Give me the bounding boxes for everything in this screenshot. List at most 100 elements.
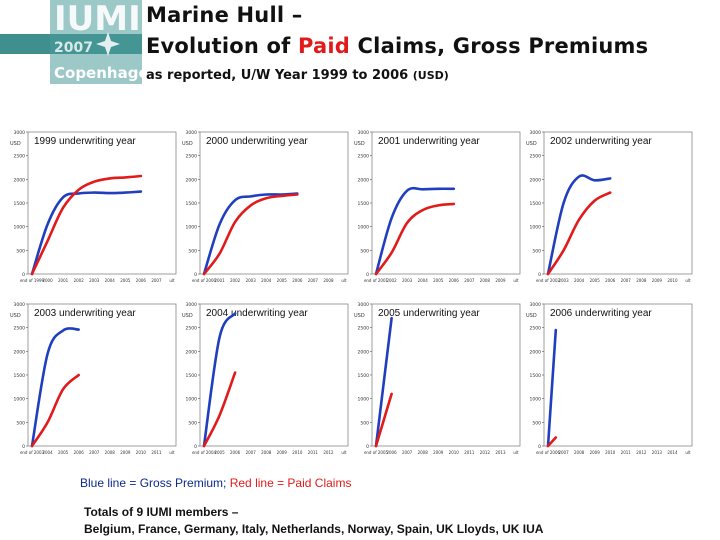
chart-panel-2005: 0 500 1000 1500 2000 2500 3000 USD end of 2005 20… bbox=[352, 298, 524, 458]
x-tick-label: end of 2001 bbox=[364, 278, 389, 283]
y-tick-label: 3000 bbox=[530, 302, 542, 308]
legend-blue: Blue line = Gross Premium; bbox=[80, 476, 230, 490]
y-tick-label: 500 bbox=[16, 248, 25, 254]
x-tick-label: 2007 bbox=[308, 278, 319, 283]
footer-line2: Belgium, France, Germany, Italy, Netherl… bbox=[84, 522, 544, 536]
x-tick-label: 2010 bbox=[605, 450, 616, 455]
y-tick-label: 2000 bbox=[358, 349, 370, 355]
y-tick-label: 1000 bbox=[530, 397, 542, 403]
y-tick-label: 1000 bbox=[530, 225, 542, 231]
x-tick-label: 2008 bbox=[105, 450, 116, 455]
x-tick-label: ult bbox=[169, 278, 175, 283]
x-tick-label: 2004 bbox=[42, 450, 53, 455]
y-tick-label: 2500 bbox=[530, 154, 542, 160]
compass-star-icon bbox=[96, 32, 120, 56]
x-tick-label: ult bbox=[513, 278, 519, 283]
y-tick-label: 1000 bbox=[186, 225, 198, 231]
x-tick-label: 2007 bbox=[402, 450, 413, 455]
chart-panel-2000: 0 500 1000 1500 2000 2500 3000 USD end of 2000 20… bbox=[180, 126, 352, 286]
gross-premium-line bbox=[30, 190, 143, 276]
y-tick-label: 3000 bbox=[186, 302, 198, 308]
iumi-logo-graphic: IUMI 2007 Copenhagen bbox=[0, 0, 720, 84]
paid-claims-line bbox=[546, 436, 558, 448]
y-tick-label: 1000 bbox=[358, 225, 370, 231]
x-tick-label: 2004 bbox=[418, 278, 429, 283]
chart-title: 2000 underwriting year bbox=[206, 136, 308, 147]
gross-premium-line bbox=[202, 312, 237, 448]
y-tick-label: 2000 bbox=[530, 349, 542, 355]
plot-frame bbox=[371, 303, 521, 447]
y-tick-label: 2000 bbox=[186, 349, 198, 355]
paid-claims-line bbox=[374, 202, 456, 276]
x-tick-label: 2008 bbox=[574, 450, 585, 455]
y-tick-label: 500 bbox=[16, 420, 25, 426]
y-tick-label: 2500 bbox=[14, 154, 26, 160]
iumi-logo: IUMI 2007 Copenhagen bbox=[0, 0, 720, 84]
x-tick-label: 2004 bbox=[574, 278, 585, 283]
x-tick-label: 2003 bbox=[89, 278, 100, 283]
y-tick-label: 3000 bbox=[358, 302, 370, 308]
x-tick-label: 2008 bbox=[323, 278, 334, 283]
x-tick-label: 2009 bbox=[590, 450, 601, 455]
page-subtitle: as reported, U/W Year 1999 to 2006 (USD) bbox=[146, 68, 449, 83]
x-tick-label: 2004 bbox=[105, 278, 116, 283]
y-tick-label: 3000 bbox=[530, 130, 542, 136]
x-tick-label: 2007 bbox=[151, 278, 162, 283]
chart-panel-2002: 0 500 1000 1500 2000 2500 3000 USD end of 2002 20… bbox=[524, 126, 696, 286]
x-tick-label: 2007 bbox=[89, 450, 100, 455]
x-tick-label: 2008 bbox=[418, 450, 429, 455]
y-tick-label: 1000 bbox=[14, 397, 26, 403]
x-tick-label: ult bbox=[513, 450, 519, 455]
x-tick-label: 2003 bbox=[558, 278, 569, 283]
title-paid: Paid bbox=[298, 34, 351, 58]
y-tick-label: 0 bbox=[538, 444, 541, 450]
x-tick-label: 2010 bbox=[667, 278, 678, 283]
y-tick-label: 0 bbox=[538, 272, 541, 278]
x-tick-label: end of 2004 bbox=[192, 450, 217, 455]
chart-title: 2003 underwriting year bbox=[34, 308, 136, 319]
x-tick-label: 2012 bbox=[480, 450, 491, 455]
x-tick-label: end of 2006 bbox=[536, 450, 561, 455]
paid-claims-line bbox=[202, 193, 299, 276]
chart-title: 2006 underwriting year bbox=[550, 308, 652, 319]
y-tick-label: 500 bbox=[532, 248, 541, 254]
x-tick-label: 2009 bbox=[277, 450, 288, 455]
x-tick-label: 2010 bbox=[449, 450, 460, 455]
x-tick-label: 2008 bbox=[480, 278, 491, 283]
x-tick-label: 2006 bbox=[74, 450, 85, 455]
y-tick-label: 0 bbox=[22, 444, 25, 450]
x-tick-label: 2012 bbox=[323, 450, 334, 455]
y-tick-label: 500 bbox=[532, 420, 541, 426]
y-tick-label: 2000 bbox=[186, 177, 198, 183]
title-post: Claims, Gross Premiums bbox=[350, 34, 649, 58]
logo-iumi-text: IUMI bbox=[54, 0, 141, 39]
x-tick-label: 2013 bbox=[652, 450, 663, 455]
footer-line1: Totals of 9 IUMI members – bbox=[84, 505, 239, 519]
chart-panel-1999: 0 500 1000 1500 2000 2500 3000 USD end of 1999 20… bbox=[8, 126, 180, 286]
logo-year-text: 2007 bbox=[54, 40, 93, 56]
y-tick-label: 2500 bbox=[186, 326, 198, 332]
x-tick-label: 2011 bbox=[151, 450, 162, 455]
logo-block bbox=[50, 0, 142, 84]
x-tick-label: end of 1999 bbox=[20, 278, 45, 283]
chart-title: 2001 underwriting year bbox=[378, 136, 480, 147]
y-tick-label: 500 bbox=[188, 248, 197, 254]
y-tick-label: 0 bbox=[194, 444, 197, 450]
x-tick-label: 2005 bbox=[120, 278, 131, 283]
y-axis-unit: USD bbox=[526, 313, 537, 319]
y-axis-unit: USD bbox=[10, 313, 21, 319]
x-tick-label: 2007 bbox=[464, 278, 475, 283]
y-axis-unit: USD bbox=[10, 141, 21, 147]
chart-title: 1999 underwriting year bbox=[34, 136, 136, 147]
x-tick-label: ult bbox=[685, 278, 691, 283]
chart-panel-2003: 0 500 1000 1500 2000 2500 3000 USD end of 2003 20… bbox=[8, 298, 180, 458]
page-title-line1: Marine Hull – bbox=[146, 3, 303, 27]
x-tick-label: 2006 bbox=[292, 278, 303, 283]
x-tick-label: 2009 bbox=[120, 450, 131, 455]
x-tick-label: 2005 bbox=[214, 450, 225, 455]
subtitle-text: as reported, U/W Year 1999 to 2006 bbox=[146, 68, 409, 83]
